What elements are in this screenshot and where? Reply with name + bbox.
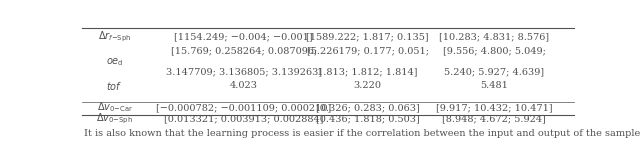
- Text: [9.556; 4.800; 5.049;: [9.556; 4.800; 5.049;: [443, 47, 545, 56]
- Text: [0.013321; 0.003913; 0.002884]: [0.013321; 0.003913; 0.002884]: [164, 114, 323, 123]
- Text: It is also known that the learning process is easier if the correlation between : It is also known that the learning proce…: [84, 129, 640, 138]
- Text: [1154.249; −0.004; −0.001]: [1154.249; −0.004; −0.001]: [174, 32, 313, 41]
- Text: $tof$: $tof$: [106, 80, 123, 92]
- Text: 1.813; 1.812; 1.814]: 1.813; 1.812; 1.814]: [317, 68, 418, 77]
- Text: $\Delta v_{0\mathrm{-Car}}$: $\Delta v_{0\mathrm{-Car}}$: [97, 100, 133, 114]
- Text: 3.220: 3.220: [354, 81, 381, 90]
- Text: 5.240; 5.927; 4.639]: 5.240; 5.927; 4.639]: [444, 68, 544, 77]
- Text: 3.147709; 3.136805; 3.139263]: 3.147709; 3.136805; 3.139263]: [166, 68, 322, 77]
- Text: [5.226179; 0.177; 0.051;: [5.226179; 0.177; 0.051;: [307, 47, 429, 56]
- Text: [0.436; 1.818; 0.503]: [0.436; 1.818; 0.503]: [316, 114, 420, 123]
- Text: [9.917; 10.432; 10.471]: [9.917; 10.432; 10.471]: [436, 103, 552, 112]
- Text: [15.769; 0.258264; 0.087096;: [15.769; 0.258264; 0.087096;: [170, 47, 317, 56]
- Text: [−0.000782; −0.001109; 0.000210]: [−0.000782; −0.001109; 0.000210]: [156, 103, 332, 112]
- Text: [0.326; 0.283; 0.063]: [0.326; 0.283; 0.063]: [316, 103, 420, 112]
- Text: $\Delta v_{0\mathrm{-Sph}}$: $\Delta v_{0\mathrm{-Sph}}$: [96, 111, 133, 126]
- Text: [10.283; 4.831; 8.576]: [10.283; 4.831; 8.576]: [439, 32, 549, 41]
- Text: [1589.222; 1.817; 0.135]: [1589.222; 1.817; 0.135]: [307, 32, 429, 41]
- Text: $\Delta r_{f\mathrm{-Sph}}$: $\Delta r_{f\mathrm{-Sph}}$: [98, 29, 131, 44]
- Text: 4.023: 4.023: [230, 81, 258, 90]
- Text: $oe_\mathrm{d}$: $oe_\mathrm{d}$: [106, 56, 124, 68]
- Text: [8.948; 4.672; 5.924]: [8.948; 4.672; 5.924]: [442, 114, 546, 123]
- Text: 5.481: 5.481: [480, 81, 508, 90]
